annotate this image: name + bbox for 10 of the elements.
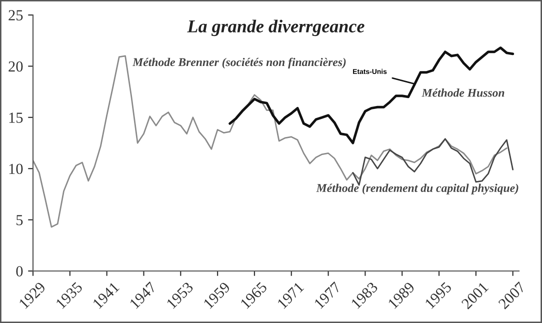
- y-tick-label: 15: [9, 112, 23, 123]
- series-label: Méthode Brenner (sociétés non financières): [132, 58, 346, 69]
- chart-title: La grande diverrgeance: [187, 20, 364, 36]
- y-tick-label: 0: [16, 266, 23, 276]
- series-label: Méthode Husson: [422, 88, 504, 97]
- series-label: Méthode (rendement du capital physique): [316, 184, 518, 194]
- y-tick-label: 25: [8, 10, 23, 20]
- y-tick-label: 5: [16, 215, 23, 226]
- y-tick-label: 20: [8, 61, 23, 72]
- y-tick-label: 10: [9, 164, 23, 174]
